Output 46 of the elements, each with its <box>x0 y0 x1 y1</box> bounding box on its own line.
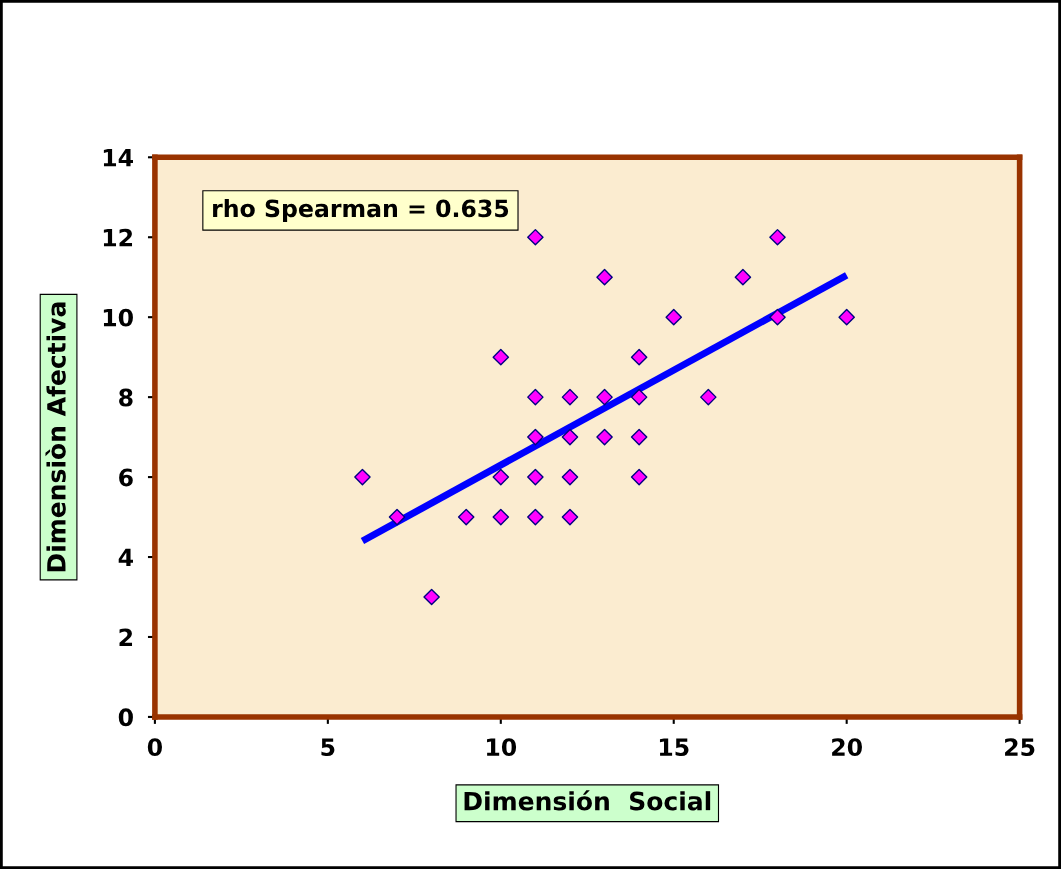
point <box>527 468 544 486</box>
point <box>596 428 613 446</box>
point <box>769 228 786 246</box>
point <box>734 268 752 286</box>
point <box>630 388 648 406</box>
point <box>561 508 579 526</box>
point <box>388 508 406 526</box>
point <box>561 388 579 406</box>
point <box>527 508 544 526</box>
y-tick-label: 2 <box>119 628 133 646</box>
point <box>700 388 717 406</box>
point <box>354 468 371 486</box>
point <box>527 428 544 446</box>
y-tick-label: 8 <box>119 388 133 407</box>
x-tick-label: 20 <box>832 738 862 757</box>
x-tick-label: 25 <box>1005 738 1035 757</box>
annotation: rho Spearman = 0.635 <box>213 199 509 222</box>
y-tick-label: 6 <box>119 468 133 487</box>
point <box>630 428 648 446</box>
x-tick-label: 15 <box>659 738 689 757</box>
y-tick-label: 0 <box>118 708 133 727</box>
x-axis-title: Dimensión Social <box>464 790 711 811</box>
point <box>630 468 648 486</box>
point <box>561 468 579 486</box>
y-tick-label: 10 <box>103 308 133 327</box>
point <box>596 388 613 406</box>
x-tick-label: 5 <box>321 738 335 757</box>
x-tick-label: 0 <box>147 738 162 757</box>
point <box>423 588 440 606</box>
x-tick-label: 10 <box>487 738 517 757</box>
y-axis-title: Dimensiòn Afectiva <box>45 302 66 572</box>
point <box>527 228 544 246</box>
y-tick-label: 4 <box>118 548 133 566</box>
point <box>665 308 683 326</box>
y-tick-label: 12 <box>103 228 133 247</box>
point <box>492 468 510 486</box>
point <box>769 308 786 326</box>
point <box>527 388 544 406</box>
point <box>492 508 510 526</box>
point <box>596 268 613 286</box>
point <box>630 348 648 366</box>
point <box>492 348 510 366</box>
y-tick-label: 14 <box>103 149 133 167</box>
point <box>457 508 475 526</box>
point <box>838 308 855 326</box>
point <box>561 428 579 446</box>
